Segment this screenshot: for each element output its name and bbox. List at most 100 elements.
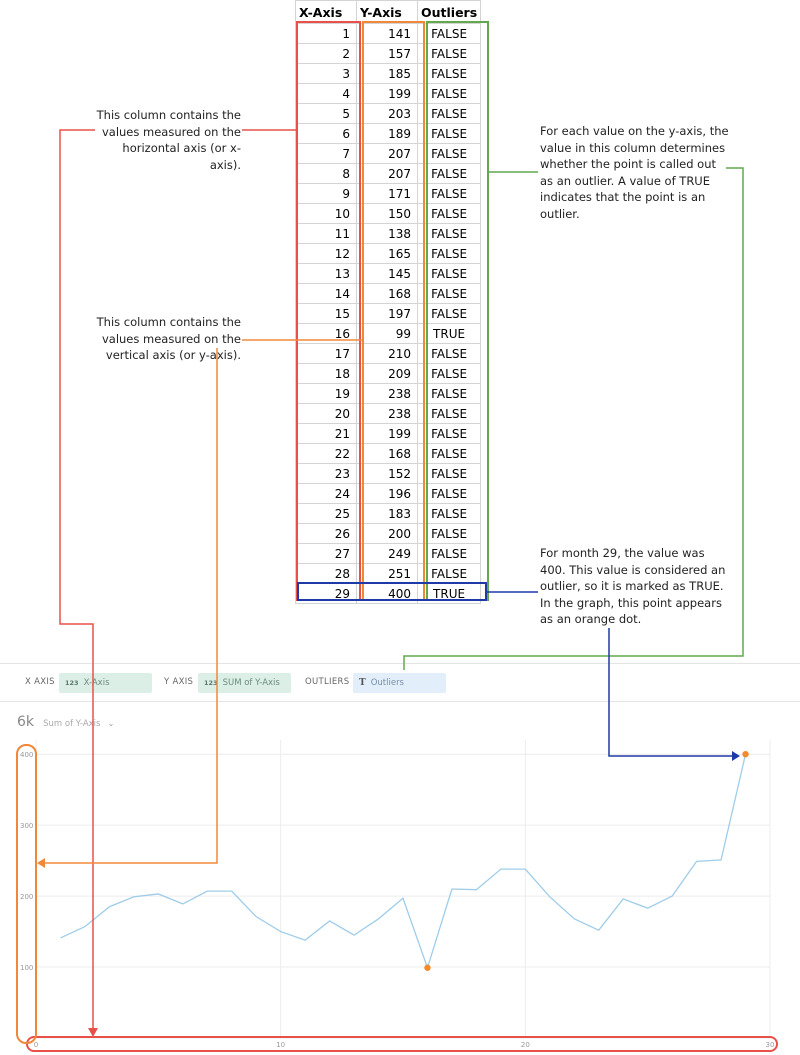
- outliers-cell[interactable]: FALSE: [416, 543, 482, 564]
- numeric-type-icon: 123: [65, 679, 79, 687]
- x-tick-label: 10: [276, 1041, 285, 1049]
- table-row: 12 165 FALSE: [295, 243, 482, 264]
- outliers-field-pill[interactable]: T Outliers: [353, 673, 446, 693]
- x-axis-cell[interactable]: 29: [295, 583, 357, 604]
- table-row: 6 189 FALSE: [295, 123, 482, 144]
- table-row: 8 207 FALSE: [295, 163, 482, 184]
- outliers-cell[interactable]: FALSE: [416, 463, 482, 484]
- month29-connector-line: [608, 628, 734, 757]
- outliers-cell[interactable]: FALSE: [416, 403, 482, 424]
- outliers-cell[interactable]: TRUE: [416, 323, 482, 344]
- header-x-axis[interactable]: X-Axis: [295, 0, 357, 24]
- table-row: 14 168 FALSE: [295, 283, 482, 304]
- arrowhead-icon: [88, 1028, 98, 1037]
- summary-value: 6k: [17, 714, 35, 730]
- chevron-down-icon[interactable]: ⌄: [107, 719, 115, 728]
- chart-gridlines: [35, 740, 771, 1039]
- x-axis-cell[interactable]: 15: [295, 303, 357, 324]
- outliers-field-name: Outliers: [370, 678, 404, 688]
- y-tick-label: 400: [20, 751, 33, 759]
- outliers-cell[interactable]: FALSE: [416, 103, 482, 124]
- y-tick-label: 200: [20, 893, 33, 901]
- numeric-type-icon: 123: [204, 679, 218, 687]
- data-table: X-Axis Y-Axis Outliers 1 141 FALSE 2 157 FALS…: [295, 0, 482, 604]
- x-tick-label: 30: [766, 1041, 775, 1049]
- summary-metric[interactable]: 6k Sum of Y-Axis ⌄: [17, 711, 114, 730]
- outliers-cell[interactable]: FALSE: [416, 363, 482, 384]
- field-bar: X AXIS 123 X-Axis Y AXIS 123 SUM of Y-Axis…: [0, 663, 800, 702]
- y-axis-field-name: SUM of Y-Axis: [222, 678, 280, 688]
- y-connector-line: [44, 348, 218, 864]
- y-axis-cell[interactable]: 183: [356, 503, 418, 524]
- month29-note: For month 29, the value was 400. This va…: [540, 546, 726, 626]
- table-row: 13 145 FALSE: [295, 263, 482, 284]
- table-row: 5 203 FALSE: [295, 103, 482, 124]
- y-axis-cell[interactable]: 238: [356, 383, 418, 404]
- table-row: 19 238 FALSE: [295, 383, 482, 404]
- table-row: 3 185 FALSE: [295, 63, 482, 84]
- outlier-point: [424, 964, 431, 971]
- chart-ticks: 100 200 300 400 0 10 20 30: [20, 751, 774, 1049]
- series-line: [60, 754, 747, 970]
- outliers-column-note: For each value on the y-axis, the value …: [540, 124, 729, 221]
- x-axis-cell[interactable]: 22: [295, 443, 357, 464]
- x-connector-line: [59, 129, 95, 1030]
- outliers-cell[interactable]: FALSE: [416, 303, 482, 324]
- x-axis-highlight: [26, 1036, 778, 1052]
- y-axis-cell[interactable]: 197: [356, 303, 418, 324]
- x-axis-cell[interactable]: 27: [295, 543, 357, 564]
- x-tick-label: 20: [521, 1041, 530, 1049]
- x-axis-cell[interactable]: 21: [295, 423, 357, 444]
- chart-series: [60, 750, 749, 971]
- table-row: 1 141 FALSE: [295, 23, 482, 44]
- table-row: 22 168 FALSE: [295, 443, 482, 464]
- table-row: 18 209 FALSE: [295, 363, 482, 384]
- table-row: 23 152 FALSE: [295, 463, 482, 484]
- outliers-cell[interactable]: FALSE: [416, 123, 482, 144]
- chart-panel: X AXIS 123 X-Axis Y AXIS 123 SUM of Y-Axis…: [0, 663, 800, 1055]
- x-axis-field-label: X AXIS: [25, 677, 55, 687]
- x-column-highlight: [296, 21, 361, 601]
- y-axis-field-label: Y AXIS: [164, 677, 194, 687]
- table-row: 11 138 FALSE: [295, 223, 482, 244]
- y-tick-label: 100: [20, 964, 33, 972]
- y-axis-cell[interactable]: 189: [356, 123, 418, 144]
- outliers-cell[interactable]: FALSE: [416, 443, 482, 464]
- outlier-point: [742, 750, 749, 758]
- x-axis-cell[interactable]: 14: [295, 283, 357, 304]
- table-row: 28 251 FALSE: [295, 563, 482, 584]
- outliers-cell[interactable]: FALSE: [416, 223, 482, 244]
- x-axis-field-name: X-Axis: [83, 678, 110, 688]
- table-row: 24 196 FALSE: [295, 483, 482, 504]
- table-row: 2 157 FALSE: [295, 43, 482, 64]
- y-axis-highlight: [16, 744, 37, 1044]
- outliers-cell[interactable]: FALSE: [416, 503, 482, 524]
- x-column-note: This column contains the values measured…: [96, 108, 241, 172]
- summary-label: Sum of Y-Axis: [43, 719, 101, 729]
- y-axis-cell[interactable]: 209: [356, 363, 418, 384]
- outliers-column-highlight: [426, 21, 489, 601]
- arrowhead-icon: [732, 751, 740, 761]
- outliers-field-label: OUTLIERS: [305, 677, 350, 687]
- y-axis-cell[interactable]: 145: [356, 263, 418, 284]
- y-tick-label: 300: [20, 822, 33, 830]
- table-row: 27 249 FALSE: [295, 543, 482, 564]
- y-axis-cell[interactable]: 168: [356, 283, 418, 304]
- outliers-cell[interactable]: FALSE: [416, 523, 482, 544]
- x-axis-field-pill[interactable]: 123 X-Axis: [59, 673, 152, 693]
- y-axis-cell[interactable]: 249: [356, 543, 418, 564]
- callout-annotations: [16, 21, 778, 1052]
- outliers-cell[interactable]: FALSE: [416, 163, 482, 184]
- header-y-axis[interactable]: Y-Axis: [356, 0, 418, 24]
- y-column-highlight: [362, 21, 425, 601]
- outliers-cell[interactable]: FALSE: [416, 183, 482, 204]
- y-axis-field-pill[interactable]: 123 SUM of Y-Axis: [198, 673, 291, 693]
- x-axis-cell[interactable]: 24: [295, 483, 357, 504]
- table-row: 15 197 FALSE: [295, 303, 482, 324]
- table-row: 17 210 FALSE: [295, 343, 482, 364]
- x-tick-label: 0: [34, 1041, 38, 1049]
- y-column-note: This column contains the values measured…: [96, 315, 241, 362]
- arrowhead-icon: [37, 858, 45, 868]
- outliers-connector-line: [403, 167, 744, 670]
